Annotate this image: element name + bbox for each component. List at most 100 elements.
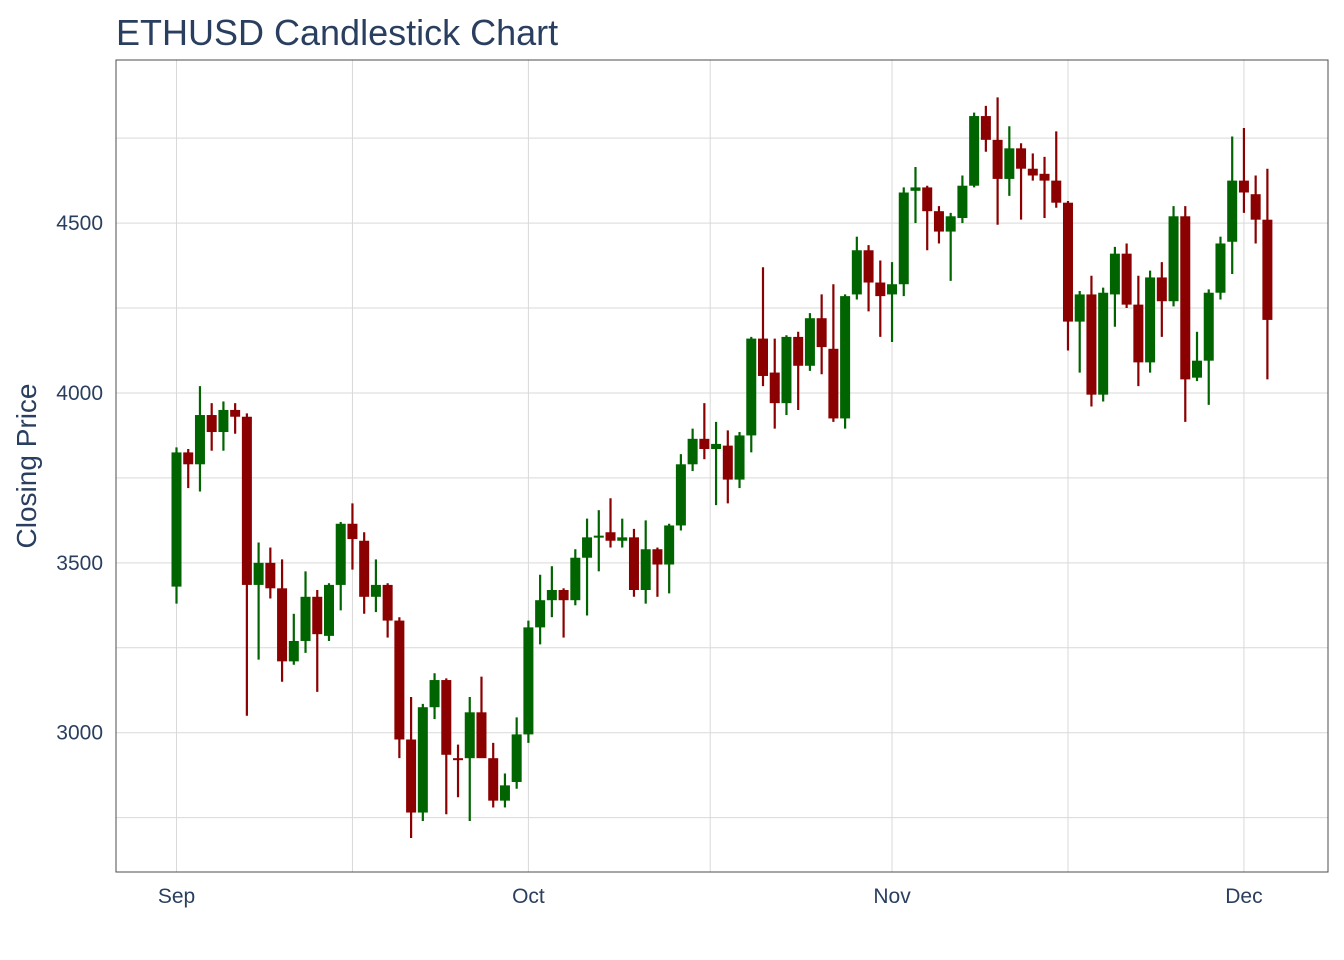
candle-down	[441, 678, 452, 815]
candle-up	[417, 703, 428, 822]
candle-down	[758, 267, 768, 387]
candle-down	[265, 547, 276, 599]
candle-down	[863, 245, 874, 312]
candle-up	[535, 574, 546, 645]
candle-down	[230, 403, 241, 434]
candle-down	[628, 528, 639, 597]
candle-up	[370, 559, 381, 613]
candle-down	[1156, 262, 1167, 337]
candle-down	[605, 498, 616, 548]
candle-body	[781, 336, 792, 404]
candle-up	[969, 112, 980, 188]
candle-up	[1098, 287, 1109, 402]
candle-body	[969, 116, 980, 186]
candle-body	[1262, 219, 1273, 320]
candle-body	[804, 318, 815, 366]
candle-body	[887, 284, 898, 295]
candle-body	[488, 758, 499, 801]
candle-body	[1039, 173, 1050, 181]
candle-body	[253, 562, 264, 585]
candle-body	[511, 734, 522, 782]
candle-up	[640, 520, 651, 604]
candle-up	[898, 187, 909, 297]
candle-down	[1027, 153, 1038, 181]
candle-up	[1192, 331, 1203, 382]
candle-body	[957, 185, 968, 218]
candle-down	[558, 588, 569, 638]
candle-body	[1027, 168, 1038, 176]
candle-down	[1051, 131, 1062, 208]
candle-body	[1109, 253, 1120, 295]
candle-body	[758, 338, 768, 376]
candle-up	[171, 447, 182, 604]
candle-up	[887, 262, 898, 342]
candle-body	[241, 416, 252, 585]
candle-body	[1133, 304, 1144, 363]
candle-down	[1180, 206, 1191, 422]
candle-up	[288, 613, 299, 665]
candle-down	[1016, 143, 1027, 220]
candle-body	[922, 187, 933, 212]
candle-body	[582, 537, 593, 558]
candle-down	[933, 206, 944, 244]
candle-up	[511, 717, 522, 789]
candle-body	[1250, 194, 1261, 220]
candle-down	[476, 676, 487, 759]
candle-down	[1262, 168, 1273, 380]
candle-body	[593, 535, 604, 538]
candle-body	[640, 549, 651, 591]
candle-up	[1074, 291, 1085, 373]
candle-up	[335, 522, 346, 611]
y-axis-title: Closing Price	[11, 384, 42, 549]
candle-body	[1203, 292, 1214, 361]
candle-down	[1250, 175, 1261, 244]
candle-down	[922, 185, 933, 251]
candle-body	[628, 537, 639, 591]
candle-body	[875, 282, 886, 297]
candle-body	[816, 318, 827, 348]
candle-body	[617, 537, 628, 541]
candle-body	[558, 590, 569, 601]
candle-down	[394, 617, 405, 759]
x-axis-ticks: Sep Oct Nov Dec	[158, 885, 1263, 908]
candle-up	[711, 421, 722, 506]
candle-body	[288, 640, 299, 662]
candle-down	[652, 547, 663, 597]
candle-down	[406, 697, 417, 839]
candle-body	[277, 588, 288, 662]
candle-body	[453, 758, 464, 761]
candle-body	[652, 549, 663, 565]
candle-up	[664, 523, 675, 594]
x-tick-label: Dec	[1225, 885, 1262, 908]
candle-down	[828, 284, 839, 422]
candle-body	[523, 627, 534, 735]
candle-body	[406, 739, 417, 813]
candle-body	[711, 443, 722, 450]
candle-body	[476, 712, 487, 759]
candle-down	[312, 590, 323, 692]
candle-body	[992, 139, 1003, 179]
candle-up	[429, 673, 440, 720]
candle-body	[980, 116, 991, 140]
x-tick-label: Sep	[158, 885, 195, 908]
candle-body	[171, 452, 182, 587]
candle-up	[851, 236, 862, 300]
candle-body	[769, 372, 780, 404]
candle-body	[722, 445, 733, 480]
candle-body	[312, 596, 323, 635]
candle-up	[734, 432, 745, 489]
candle-body	[570, 557, 581, 601]
candle-down	[1238, 127, 1249, 213]
candle-body	[206, 415, 217, 433]
candle-down	[1121, 243, 1132, 309]
candle-body	[230, 409, 241, 417]
candle-body	[1121, 253, 1132, 305]
candle-body	[605, 532, 616, 541]
y-tick-label: 4000	[56, 382, 103, 405]
candle-body	[1051, 180, 1062, 203]
candle-body	[793, 336, 804, 366]
candle-down	[699, 403, 710, 460]
candle-down	[816, 294, 827, 375]
candle-body	[347, 523, 358, 540]
candle-down	[980, 105, 991, 152]
